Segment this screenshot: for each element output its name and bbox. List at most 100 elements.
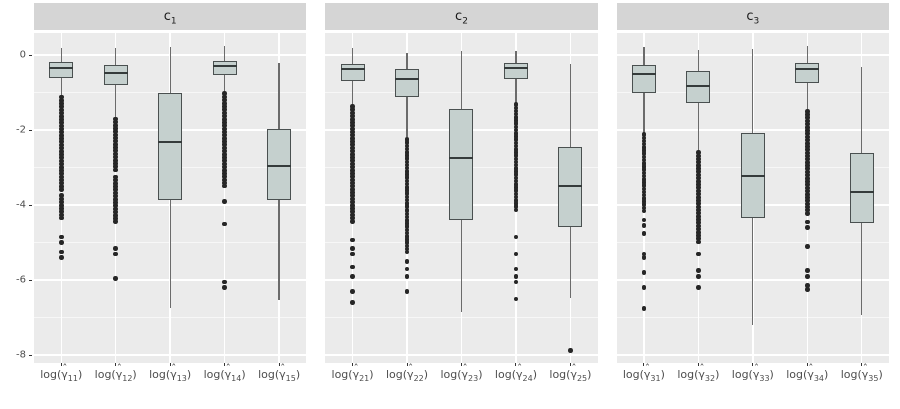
label-subscript: 34 — [813, 374, 825, 384]
outlier-dot — [696, 159, 701, 165]
box-iqr-15 — [267, 129, 292, 201]
y-tick-mark — [29, 130, 32, 132]
outlier-dot — [513, 118, 519, 123]
outlier-dot — [641, 157, 647, 163]
outlier-dot — [804, 179, 810, 184]
y-tick-label: -2 — [16, 124, 26, 136]
outlier-dot — [696, 233, 701, 238]
hat-accent: ˆ — [171, 362, 177, 375]
outlier-dot — [58, 196, 64, 202]
outlier-dot — [350, 120, 355, 125]
outlier-dot — [58, 129, 64, 135]
outlier-dot — [804, 144, 810, 149]
outlier-dot — [404, 188, 410, 193]
x-tick-mark — [224, 363, 226, 366]
outlier-dot — [222, 123, 227, 128]
outlier-dot — [350, 145, 355, 151]
outlier-dot — [696, 166, 701, 171]
outlier-dot — [58, 164, 64, 170]
x-axis: log(γ ˆ 31) log(γ ˆ 32) log(γ ˆ 33) log(γ ˆ 34) log(… — [617, 363, 889, 391]
outlier-dot — [222, 101, 227, 106]
outlier-dot — [58, 123, 64, 129]
outlier-dot — [113, 158, 118, 163]
outlier-dot — [804, 198, 810, 203]
outlier-dot — [222, 145, 227, 151]
outlier-dot — [641, 255, 647, 260]
outlier-dot — [350, 193, 355, 199]
hat-accent: ˆ — [753, 362, 760, 375]
outlier-dot — [696, 150, 701, 155]
box-iqr-14 — [212, 61, 237, 75]
x-tick-mark — [806, 363, 808, 366]
y-tick-mark — [29, 355, 32, 357]
outlier-dot — [350, 148, 355, 154]
median-line-12 — [103, 72, 128, 75]
label-subscript: 13 — [176, 374, 187, 384]
outlier-dot — [513, 191, 519, 197]
y-tick-label: 0 — [19, 49, 26, 61]
outlier-dot — [350, 164, 355, 170]
outlier-dot — [58, 249, 64, 255]
hat-accent: ˆ — [462, 362, 468, 375]
outlier-dot — [404, 246, 410, 252]
outlier-dot — [113, 275, 118, 281]
outlier-dot — [222, 161, 227, 167]
outlier-dot — [404, 243, 410, 249]
y-tick-mark — [29, 280, 32, 282]
outlier-dot — [58, 133, 64, 138]
outlier-dot — [696, 268, 701, 274]
outlier-dot — [404, 197, 410, 203]
x-tick-mark — [460, 363, 462, 366]
outlier-dot — [641, 183, 647, 188]
label-subscript: 32 — [704, 374, 716, 384]
outlier-dot — [404, 214, 410, 220]
outlier-dot — [696, 185, 701, 190]
outlier-dot — [696, 156, 701, 162]
outlier-dot — [350, 155, 355, 160]
outlier-dot — [696, 207, 701, 213]
outlier-dot — [222, 97, 227, 103]
outlier-dot — [58, 184, 64, 189]
median-line-32 — [686, 85, 711, 88]
outlier-dot — [350, 132, 355, 138]
outlier-dot — [222, 91, 227, 97]
x-tick-mark — [352, 363, 354, 366]
outlier-dot — [222, 107, 227, 112]
outlier-dot — [804, 188, 810, 194]
outlier-dot — [113, 212, 118, 218]
label-subscript: 33 — [759, 374, 770, 384]
outlier-dot — [696, 251, 701, 257]
outlier-dot — [113, 126, 118, 131]
outlier-dot — [404, 266, 410, 272]
outlier-dot — [222, 120, 227, 125]
outlier-dot — [58, 161, 64, 167]
hat-accent: ˆ — [808, 362, 814, 375]
outlier-dot — [404, 162, 410, 168]
outlier-dot — [350, 129, 355, 135]
outlier-dot — [113, 219, 118, 224]
outlier-dot — [804, 160, 810, 165]
outlier-dot — [350, 215, 355, 221]
outlier-dot — [804, 287, 810, 292]
outlier-dot — [696, 285, 701, 290]
outlier-dot — [696, 239, 701, 245]
outlier-dot — [350, 167, 355, 173]
outlier-dot — [804, 115, 810, 121]
x-tick-mark — [861, 363, 863, 366]
outlier-dot — [350, 139, 355, 144]
outlier-dot — [513, 115, 519, 120]
outlier-dot — [350, 104, 355, 109]
outlier-dot — [404, 259, 410, 264]
x-tick-label-21: log(γ ˆ 21) — [331, 362, 374, 384]
outlier-dot — [804, 219, 810, 225]
outlier-dot — [696, 217, 701, 222]
outlier-dot — [696, 274, 701, 279]
outlier-dot — [222, 113, 227, 119]
outlier-dot — [113, 145, 118, 150]
outlier-dot — [804, 118, 810, 124]
outlier-dot — [696, 188, 701, 194]
outlier-dot — [58, 203, 64, 208]
